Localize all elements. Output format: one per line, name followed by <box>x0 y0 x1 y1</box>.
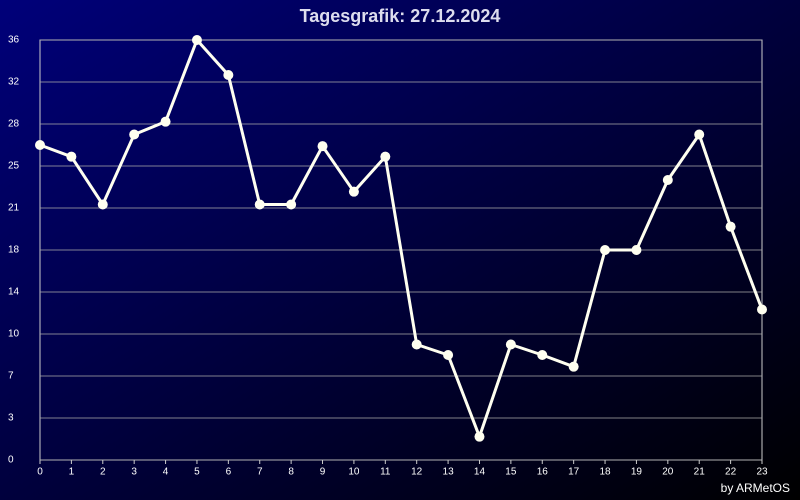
data-line <box>39 38 764 439</box>
x-tick-label: 13 <box>443 467 455 478</box>
x-tick-label: 7 <box>257 467 263 478</box>
data-point <box>160 116 171 127</box>
x-tick-label: 19 <box>631 467 643 478</box>
y-tick-label: 3 <box>8 413 14 424</box>
y-tick-label: 18 <box>8 245 20 256</box>
x-tick-label: 23 <box>756 467 768 478</box>
data-point <box>694 129 705 140</box>
data-point <box>97 199 108 210</box>
x-tick-label: 9 <box>320 467 326 478</box>
data-point <box>254 199 265 210</box>
data-point <box>411 339 422 350</box>
data-point <box>191 35 202 45</box>
x-tick-label: 14 <box>474 467 486 478</box>
chart-title: Tagesgrafik: 27.12.2024 <box>300 6 501 26</box>
x-tick-label: 2 <box>100 467 106 478</box>
y-tick-label: 10 <box>8 329 20 340</box>
y-tick-label: 32 <box>8 77 20 88</box>
x-tick-label: 16 <box>537 467 549 478</box>
data-point <box>129 129 140 140</box>
data-point <box>537 350 548 360</box>
y-tick-label: 21 <box>8 203 20 214</box>
data-point <box>474 431 485 442</box>
x-tick-label: 6 <box>226 467 232 478</box>
data-point <box>317 141 328 152</box>
data-point <box>600 245 611 255</box>
x-tick-label: 22 <box>725 467 737 478</box>
y-tick-label: 7 <box>8 371 14 382</box>
data-point <box>66 151 77 162</box>
x-tick-label: 18 <box>599 467 611 478</box>
x-tick-label: 12 <box>411 467 423 478</box>
x-tick-label: 17 <box>568 467 580 478</box>
x-tick-label: 3 <box>131 467 137 478</box>
data-point <box>631 245 642 255</box>
x-tick-label: 21 <box>694 467 706 478</box>
data-point <box>443 350 454 360</box>
y-tick-label: 36 <box>8 35 20 46</box>
x-tick-label: 4 <box>163 467 169 478</box>
x-tick-label: 11 <box>380 467 391 478</box>
x-tick-label: 0 <box>37 467 43 478</box>
data-point <box>35 140 45 150</box>
x-tick-label: 20 <box>662 467 674 478</box>
y-tick-label: 14 <box>8 287 20 298</box>
y-tick-label: 0 <box>8 455 14 466</box>
x-tick-label: 15 <box>505 467 517 478</box>
data-point <box>757 304 767 315</box>
data-point <box>380 151 391 162</box>
data-point <box>348 186 359 197</box>
data-point <box>725 221 736 232</box>
x-tick-label: 8 <box>288 467 294 478</box>
y-tick-label: 28 <box>8 119 20 130</box>
data-point <box>223 70 234 80</box>
y-tick-label: 25 <box>8 161 20 172</box>
data-point <box>286 199 297 210</box>
x-tick-label: 1 <box>69 467 75 478</box>
data-point <box>505 339 516 350</box>
credit: by ARMetOS <box>721 481 790 495</box>
data-point <box>662 175 673 185</box>
data-point <box>568 361 579 372</box>
x-tick-label: 10 <box>348 467 360 478</box>
x-tick-label: 5 <box>194 467 200 478</box>
